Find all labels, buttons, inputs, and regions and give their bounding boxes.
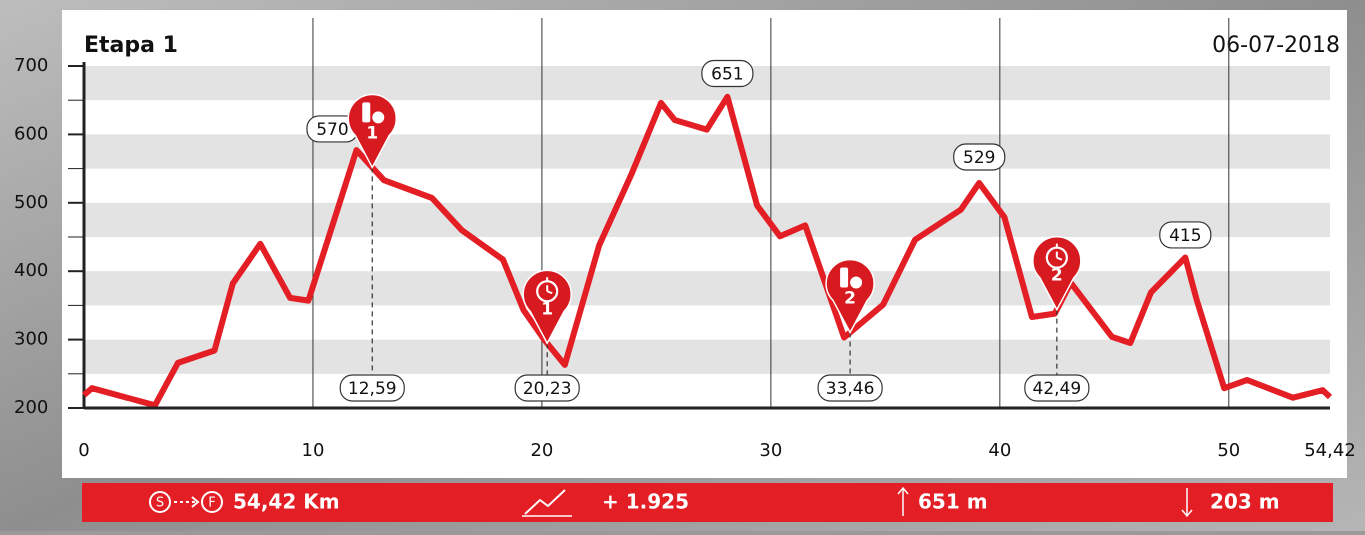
waypoint-number: 1 bbox=[541, 299, 553, 319]
x-tick-label: 10 bbox=[302, 440, 325, 461]
waypoint-label-box bbox=[514, 374, 580, 402]
pin-shape bbox=[825, 258, 875, 335]
waypoint-pin: 1 bbox=[522, 269, 572, 345]
waypoint-label-box bbox=[339, 374, 405, 402]
waypoint-number: 2 bbox=[1051, 266, 1063, 286]
summary-max: 651 m bbox=[918, 490, 988, 514]
waypoint-label: 12,59 bbox=[348, 379, 397, 399]
summary-min: 203 m bbox=[1210, 490, 1280, 514]
peak-label: 529 bbox=[963, 148, 995, 168]
svg-text:S: S bbox=[156, 496, 164, 511]
waypoint-label: 42,49 bbox=[1033, 379, 1082, 399]
pin-shape bbox=[347, 93, 397, 170]
waypoint-number: 1 bbox=[366, 123, 378, 143]
waypoint-label: 20,23 bbox=[523, 379, 572, 399]
pin-shape bbox=[522, 269, 572, 345]
peak-label-box bbox=[701, 59, 754, 88]
chart-title: Etapa 1 bbox=[84, 33, 178, 58]
y-tick-label: 200 bbox=[14, 397, 48, 418]
bottle-icon bbox=[362, 102, 371, 123]
peak-label-box bbox=[953, 143, 1006, 171]
svg-text:F: F bbox=[208, 496, 215, 511]
waypoint-pin: 2 bbox=[825, 258, 875, 335]
y-tick-label: 500 bbox=[14, 192, 48, 213]
bottle-icon bbox=[840, 267, 849, 288]
apple-icon bbox=[372, 111, 385, 124]
date: 06-07-2018 bbox=[1212, 33, 1340, 58]
peak-label: 415 bbox=[1169, 226, 1201, 246]
x-tick-label: 50 bbox=[1217, 440, 1240, 461]
summary-gain: + 1.925 bbox=[602, 490, 689, 514]
pin-shape bbox=[1032, 235, 1082, 312]
waypoint-label-box bbox=[817, 374, 883, 402]
waypoint-label-box bbox=[1024, 374, 1090, 402]
band bbox=[84, 339, 1330, 374]
summary-icons: S F bbox=[149, 486, 1193, 518]
apple-icon bbox=[850, 276, 863, 289]
x-tick-label: 54,42 bbox=[1304, 440, 1356, 461]
peak-label: 651 bbox=[711, 65, 743, 85]
waypoint-pin: 2 bbox=[1032, 235, 1082, 312]
y-tick-label: 600 bbox=[14, 123, 48, 144]
peak-label: 570 bbox=[316, 120, 348, 140]
summary-bar bbox=[82, 483, 1333, 522]
waypoint-number: 2 bbox=[844, 289, 856, 309]
x-tick-label: 20 bbox=[530, 440, 553, 461]
band bbox=[84, 134, 1330, 169]
waypoint-pin: 1 bbox=[347, 93, 397, 170]
band bbox=[84, 271, 1330, 306]
y-tick-label: 400 bbox=[14, 260, 48, 281]
x-tick-label: 40 bbox=[988, 440, 1011, 461]
peak-label-box bbox=[1159, 221, 1212, 249]
x-tick-label: 0 bbox=[78, 440, 89, 461]
summary-distance: 54,42 Km bbox=[233, 490, 340, 514]
band bbox=[84, 202, 1330, 237]
bands bbox=[84, 66, 1330, 374]
x-tick-label: 30 bbox=[759, 440, 782, 461]
timer-hands bbox=[546, 277, 553, 295]
waypoint-label: 33,46 bbox=[826, 379, 875, 399]
y-tick-label: 700 bbox=[14, 55, 48, 76]
profile-line bbox=[82, 93, 1333, 409]
y-tick-label: 300 bbox=[14, 329, 48, 350]
timer-hands bbox=[1055, 243, 1063, 261]
